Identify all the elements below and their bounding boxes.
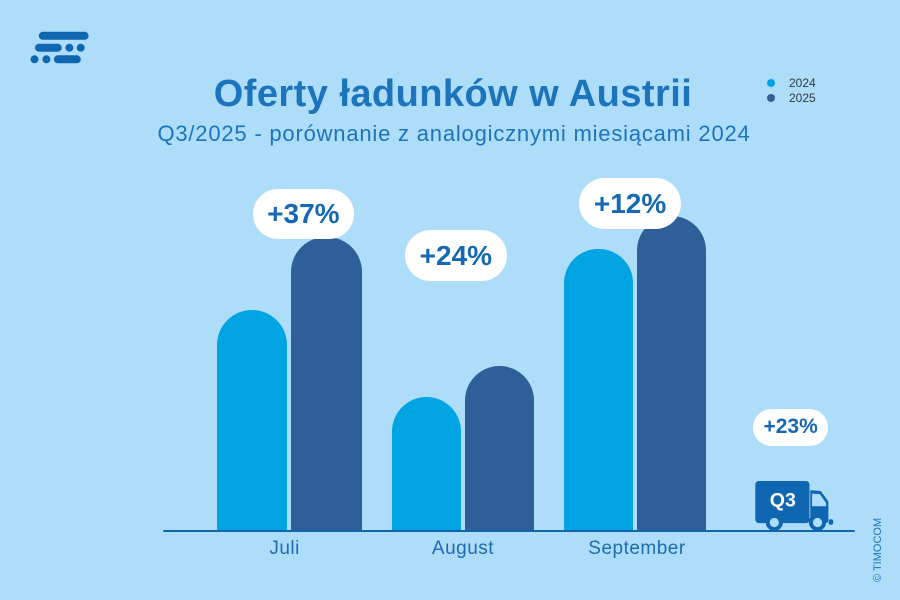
svg-text:Q3: Q3 (770, 490, 796, 512)
